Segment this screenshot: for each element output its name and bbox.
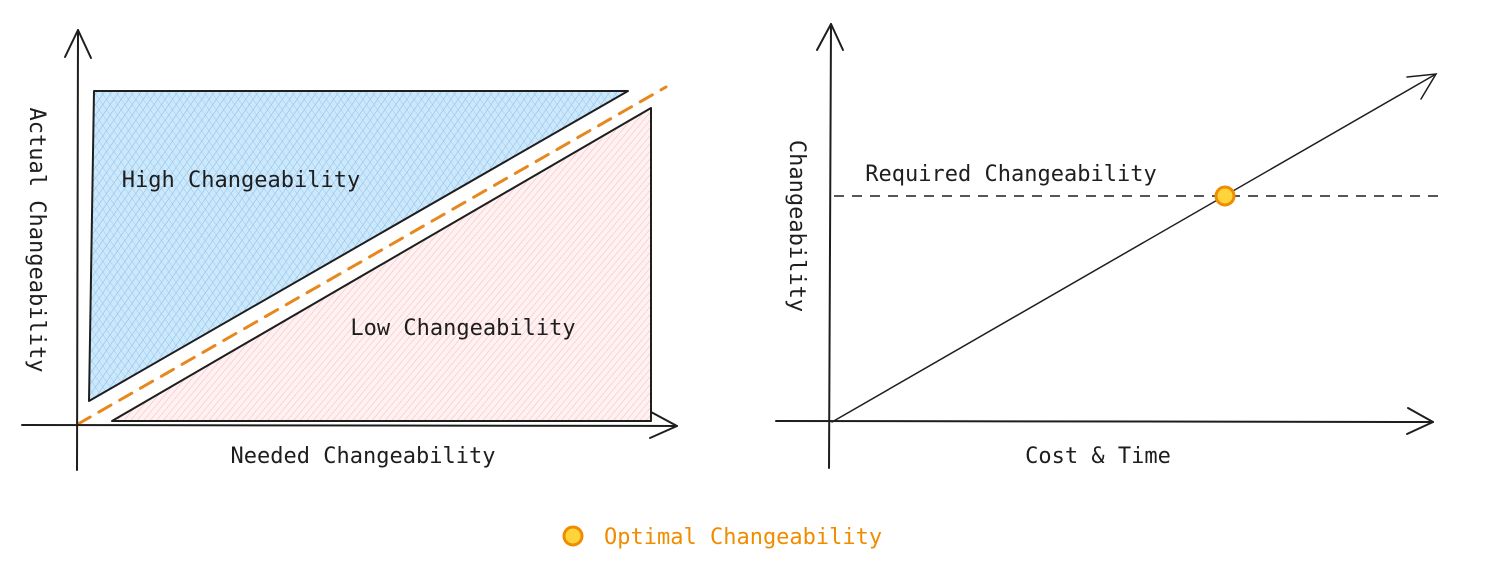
high-changeability-outline: [88, 90, 629, 402]
left-y-axis: [64, 29, 92, 471]
legend: Optimal Changeability: [562, 525, 882, 550]
cost-time-trend-line: [831, 73, 1438, 423]
left-x-axis: [21, 411, 678, 439]
legend-label: Optimal Changeability: [604, 525, 882, 550]
circle-marker-icon: [562, 525, 584, 547]
left-y-axis-label: Actual Changeability: [24, 108, 49, 373]
left-diagram: Actual Changeability Needed Changeabilit…: [21, 29, 678, 471]
optimal-changeability-point: [1214, 185, 1236, 207]
right-diagram: Changeability Cost & Time Required Chang…: [775, 23, 1446, 469]
left-x-axis-label: Needed Changeability: [231, 444, 496, 469]
required-changeability-label: Required Changeability: [865, 162, 1156, 187]
low-changeability-label: Low Changeability: [350, 316, 575, 341]
right-x-axis: [775, 407, 1434, 435]
high-changeability-label: High Changeability: [122, 168, 360, 193]
right-y-axis-label: Changeability: [784, 140, 809, 312]
diagonal-dashed-line: [76, 85, 668, 426]
low-changeability-outline: [111, 107, 652, 422]
right-y-axis: [816, 23, 844, 469]
right-x-axis-label: Cost & Time: [1025, 444, 1171, 469]
